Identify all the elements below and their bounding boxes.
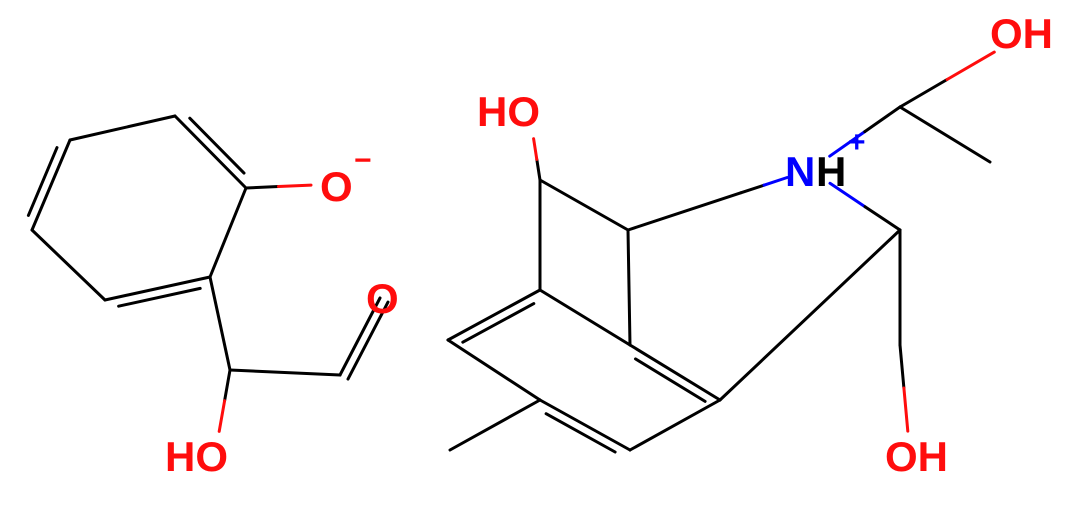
atom-n: N [785,148,815,195]
atom-ho-upper: HO [477,88,540,135]
molecule-diagram: O − HO N H + OH O HO OH [0,0,1089,507]
atom-oh-bottomright: OH [885,433,948,480]
atom-o-minus-o: O [320,163,353,210]
atom-nh-charge: + [848,126,866,159]
atom-o-carbonyl: O [366,275,399,322]
atom-nh-plus: N H + [785,126,866,195]
atom-o-minus: O − [320,144,372,210]
atom-nh-h: H [816,148,846,195]
atom-ho-bottom: HO [165,433,228,480]
atom-oh-topright: OH [990,10,1053,57]
atom-o-minus-charge: − [354,144,372,177]
